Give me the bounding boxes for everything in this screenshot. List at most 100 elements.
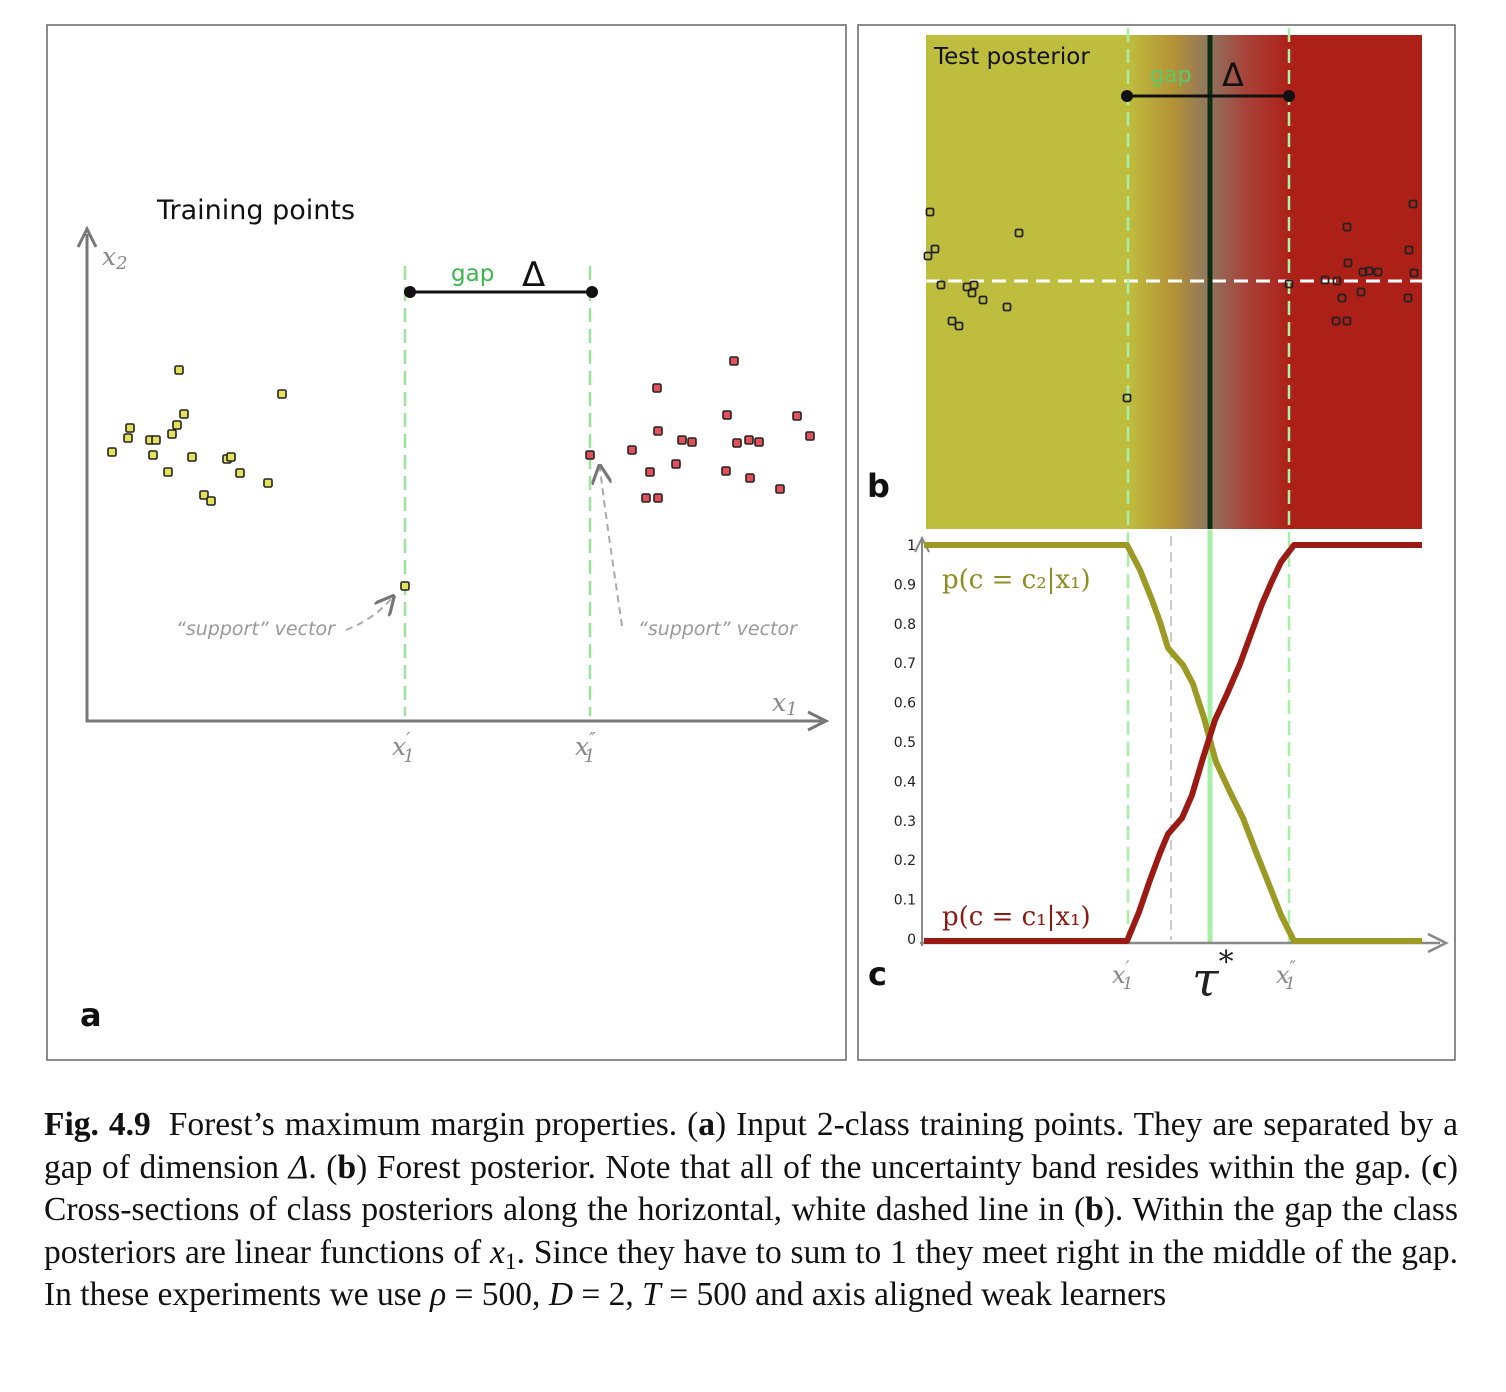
y-axis-arrow xyxy=(76,225,98,248)
training-point-class1 xyxy=(792,411,802,421)
panel-c-letter: c xyxy=(868,955,887,993)
panel-a: Training points x2 x1 gap Δ x′ 1 x″ 1 “sup… xyxy=(46,24,847,1061)
training-point-class1 xyxy=(805,431,815,441)
panel-a-letter: a xyxy=(80,996,102,1034)
test-point xyxy=(1356,287,1366,297)
test-point xyxy=(930,244,940,254)
test-point xyxy=(978,295,988,305)
test-point xyxy=(1409,268,1419,278)
figure-caption: Fig. 4.9 Forest’s maximum margin properti… xyxy=(44,1104,1458,1317)
caption-rho: ρ xyxy=(430,1276,447,1313)
caption-text-2: ) Input 2-class training points. They ar… xyxy=(44,1106,1458,1186)
caption-text-4: ) Forest posterior. Note that all of the… xyxy=(356,1148,1432,1186)
y-tick-label: 0.3 xyxy=(894,814,916,830)
caption-text-5: ) Cross-sections of class posteriors alo… xyxy=(44,1148,1459,1229)
figure-canvas: Training points x2 x1 gap Δ x′ 1 x″ 1 “sup… xyxy=(46,24,1456,1061)
training-point-class2 xyxy=(174,365,184,375)
training-point-class2 xyxy=(148,450,158,460)
y-axis-label: x2 xyxy=(102,242,128,274)
training-point-class1 xyxy=(687,437,697,447)
panel-b-title: Test posterior xyxy=(933,44,1090,70)
y-tick-label: 0.5 xyxy=(894,735,916,751)
c-tick-tau-star: τ* xyxy=(1192,945,1234,1008)
training-point-class1 xyxy=(677,435,687,445)
tick-x1-prime: x′ 1 xyxy=(392,729,415,767)
y-tick-label: 0.6 xyxy=(894,696,916,712)
support-vector-label-right: “support” vector xyxy=(638,618,798,640)
y-tick-label: 0.2 xyxy=(894,853,916,869)
test-point xyxy=(1364,266,1374,276)
caption-ref-b: b xyxy=(337,1148,357,1186)
training-point-class1 xyxy=(671,459,681,469)
caption-x-sub: 1 xyxy=(504,1248,517,1275)
label-p-c2: p(c = c₂|x₁) xyxy=(942,565,1091,595)
training-point-class2 xyxy=(107,447,117,457)
test-point xyxy=(967,288,977,298)
test-point xyxy=(1342,222,1352,232)
training-point-class2 xyxy=(206,496,216,506)
y-tick-label: 0.7 xyxy=(894,656,916,672)
c-x-axis-arrow xyxy=(1427,932,1449,954)
tick-x1-double-prime: x″ 1 xyxy=(575,729,596,767)
training-point-class1 xyxy=(775,484,785,494)
label-p-c1: p(c = c₁|x₁) xyxy=(942,902,1091,932)
curve-p-c2 xyxy=(924,542,1422,944)
curve-p-c1 xyxy=(924,542,1422,944)
support-vector-arrow-left xyxy=(345,598,392,631)
training-point-class1 xyxy=(722,410,732,420)
y-tick-label: 0.4 xyxy=(894,774,916,790)
y-tick-label: 0.8 xyxy=(894,617,916,633)
caption-ref-c: c xyxy=(1431,1148,1447,1186)
training-point-class2 xyxy=(277,389,287,399)
test-point xyxy=(1342,316,1352,326)
training-point-class2 xyxy=(123,433,133,443)
training-point-class1 xyxy=(729,356,739,366)
test-point xyxy=(1337,293,1347,303)
caption-ref-b2: b xyxy=(1085,1191,1104,1228)
test-point xyxy=(1122,393,1132,403)
caption-text-10: = 500 and axis aligned weak learners xyxy=(660,1276,1167,1313)
training-point-class2 xyxy=(172,420,182,430)
test-points xyxy=(923,199,1419,403)
training-point-class1 xyxy=(653,493,663,503)
y-tick-label: 0.9 xyxy=(894,577,916,593)
test-point xyxy=(1332,276,1342,286)
training-point-class2 xyxy=(151,435,161,445)
test-point xyxy=(947,316,957,326)
delta-symbol: Δ xyxy=(522,255,545,295)
training-point-class1 xyxy=(627,445,637,455)
test-point xyxy=(1373,267,1383,277)
caption-x: x xyxy=(490,1233,505,1271)
test-point xyxy=(1284,279,1294,289)
training-point-class2 xyxy=(125,423,135,433)
caption-fig-label: Fig. 4.9 xyxy=(44,1106,151,1143)
test-point xyxy=(1002,302,1012,312)
test-point xyxy=(923,251,933,261)
training-point-class2 xyxy=(179,409,189,419)
panel-b-letter: b xyxy=(867,467,890,505)
training-point-class1 xyxy=(732,438,742,448)
training-point-class1 xyxy=(754,437,764,447)
support-vector-label-left: “support” vector xyxy=(176,618,336,640)
y-tick-label: 0.1 xyxy=(894,893,916,909)
training-points xyxy=(107,356,815,591)
test-point xyxy=(1404,245,1414,255)
x-axis-arrow xyxy=(807,710,830,732)
y-tick-label: 1 xyxy=(907,538,916,554)
training-point-class2 xyxy=(187,452,197,462)
caption-text-1: Forest’s maximum margin properties. ( xyxy=(168,1106,699,1143)
posterior-gap-left-dot xyxy=(1121,90,1133,102)
caption-text-6: ). Within the gap the class posteriors a… xyxy=(44,1191,1458,1271)
test-point xyxy=(1331,316,1341,326)
training-point-class2 xyxy=(167,429,177,439)
posterior-delta-symbol: Δ xyxy=(1222,56,1244,94)
test-point xyxy=(1408,199,1418,209)
test-point xyxy=(969,280,979,290)
training-point-class2 xyxy=(163,467,173,477)
training-point-class1 xyxy=(585,450,595,460)
training-point-class1 xyxy=(721,466,731,476)
caption-text-3: . ( xyxy=(308,1148,338,1186)
training-point-class2 xyxy=(235,468,245,478)
caption-text-8: = 500, xyxy=(446,1276,549,1313)
caption-ref-a: a xyxy=(698,1106,716,1143)
